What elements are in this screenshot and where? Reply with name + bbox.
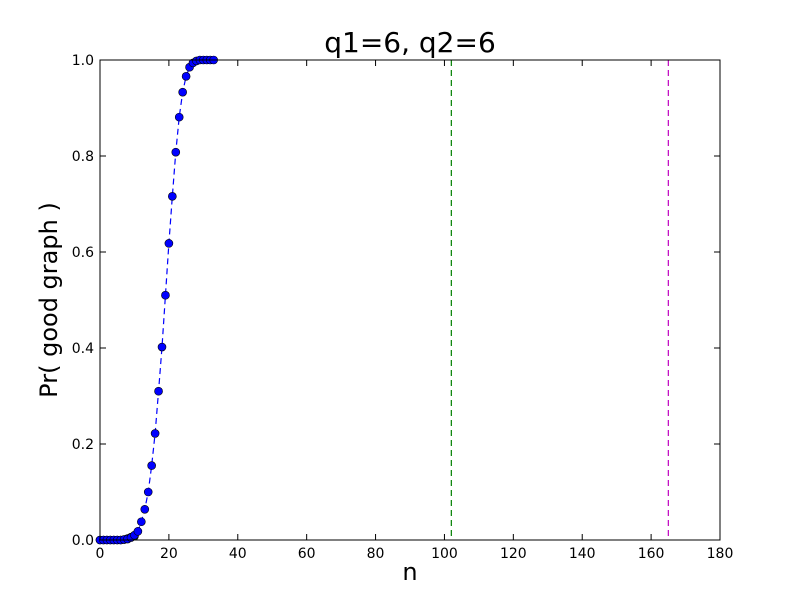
x-tick-label: 20: [160, 546, 178, 562]
x-axis-label: n: [402, 558, 417, 586]
x-tick-label: 60: [298, 546, 316, 562]
series-line-0: [100, 59, 214, 541]
reference-lines: [450, 60, 669, 540]
y-tick-label: 0.0: [72, 533, 94, 549]
x-tick-label: 160: [638, 546, 665, 562]
x-tick-label: 100: [431, 546, 458, 562]
x-tick-label: 180: [707, 546, 734, 562]
data-point: [147, 461, 156, 470]
x-tick-label: 40: [229, 546, 247, 562]
x-tick-label: 140: [569, 546, 596, 562]
data-point: [140, 504, 150, 514]
x-tick-label: 0: [96, 546, 105, 562]
data-point: [133, 527, 143, 536]
data-point: [157, 342, 167, 352]
y-tick-label: 1.0: [72, 53, 94, 69]
data-point: [150, 429, 160, 438]
data-point: [178, 87, 187, 97]
axis-ticks: 0 20 40 60 80 100 120 140 160 180 0.0 0.2 0.4 0.6 0.8 1…: [72, 53, 734, 562]
x-tick-label: 120: [500, 546, 527, 562]
y-tick-label: 0.4: [72, 341, 94, 357]
data-point: [137, 517, 146, 527]
y-tick-label: 0.2: [72, 437, 94, 453]
data-point: [164, 239, 174, 248]
x-tick-label: 80: [367, 546, 385, 562]
y-tick-label: 0.8: [72, 149, 94, 165]
data-series: [95, 55, 218, 545]
chart-title: q1=6, q2=6: [324, 26, 496, 59]
plot-area: [100, 60, 720, 540]
y-axis-label: Pr( good graph ): [35, 202, 63, 398]
data-point: [174, 112, 184, 122]
series-0: [95, 55, 218, 545]
y-tick-label: 0.6: [72, 245, 94, 261]
data-point: [181, 72, 191, 81]
data-point: [143, 487, 153, 497]
data-point: [161, 290, 170, 300]
data-point: [168, 192, 177, 201]
data-point: [171, 147, 181, 157]
data-point: [154, 386, 163, 396]
plot-frame: [99, 59, 721, 541]
